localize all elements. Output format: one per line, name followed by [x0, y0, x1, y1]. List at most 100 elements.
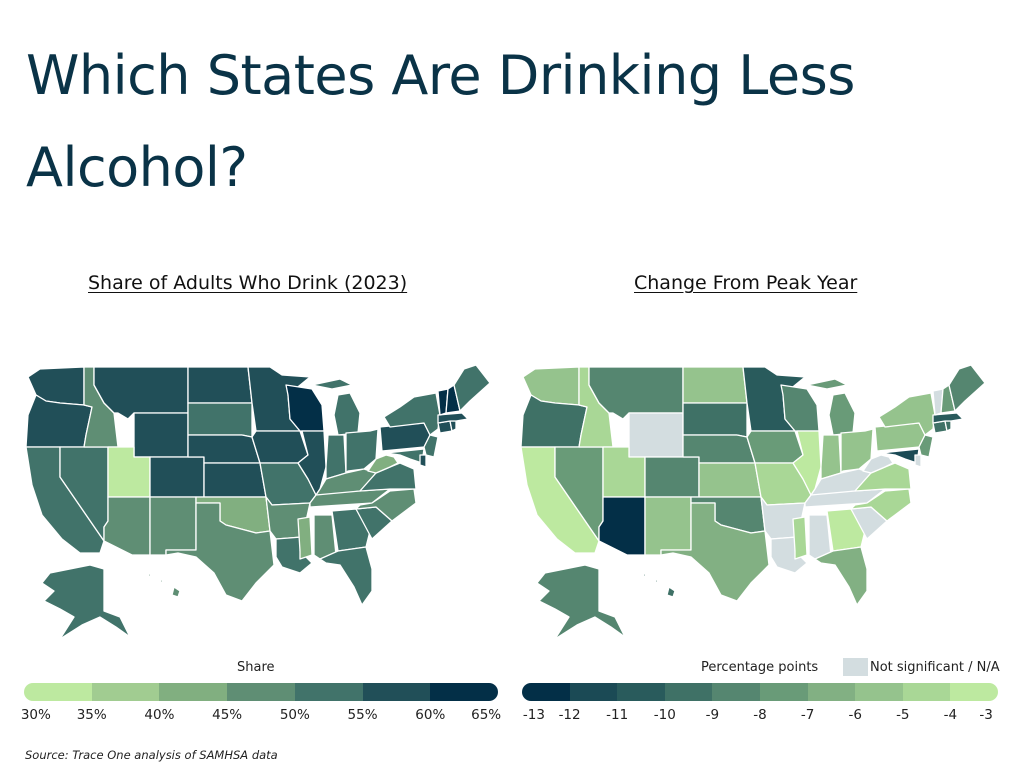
share-state-in	[325, 434, 347, 480]
change-legend-tick: -6	[848, 707, 862, 723]
share-legend-swatch	[159, 683, 228, 701]
share-state-tx	[165, 502, 275, 602]
change-legend-swatch	[522, 683, 570, 701]
share-legend-title: Share	[237, 660, 275, 675]
share-legend-swatch	[227, 683, 295, 701]
change-state-co	[644, 456, 700, 498]
change-legend-tick: -3	[979, 707, 993, 723]
not-significant-label: Not significant / N/A	[870, 660, 1000, 675]
share-state-de	[419, 454, 427, 468]
change-state-fl	[814, 546, 868, 606]
share-state-sd	[187, 402, 253, 438]
source-note: Source: Trace One analysis of SAMHSA dat…	[25, 748, 278, 762]
share-legend-swatch	[362, 683, 431, 701]
share-state-fl	[319, 546, 373, 606]
change-state-ks	[698, 462, 762, 498]
change-legend-swatch	[569, 683, 618, 701]
share-legend-ticks: 30% 35% 40% 45% 50% 55% 60% 65%	[20, 707, 502, 725]
share-legend-tick: 60%	[415, 707, 446, 723]
share-state-ks	[203, 462, 267, 498]
change-legend-tick: -11	[606, 707, 629, 723]
share-state-ak	[41, 564, 131, 640]
change-state-ma	[932, 412, 964, 424]
change-choropleth-map	[520, 364, 986, 640]
change-state-az	[598, 496, 646, 556]
share-legend-bar	[24, 683, 498, 701]
change-legend-tick: -5	[896, 707, 910, 723]
change-legend-swatch	[902, 683, 951, 701]
share-state-co	[149, 456, 205, 498]
change-legend-swatch	[617, 683, 665, 701]
share-state-al	[313, 514, 337, 560]
change-legend-swatch	[712, 683, 760, 701]
change-legend-tick: -7	[800, 707, 815, 723]
change-legend-swatch	[950, 683, 998, 701]
share-state-ia	[251, 430, 309, 464]
share-state-nj	[423, 434, 439, 458]
share-choropleth-map	[25, 364, 491, 640]
change-state-ga	[826, 508, 866, 552]
change-state-ak	[536, 564, 626, 640]
share-state-ga	[331, 508, 371, 552]
change-legend-swatch	[807, 683, 856, 701]
change-legend-tick: -13	[522, 707, 545, 723]
change-legend-swatch	[855, 683, 903, 701]
change-legend-bar	[522, 683, 998, 701]
share-legend-tick: 50%	[279, 707, 310, 723]
share-state-ma	[437, 412, 469, 424]
page-title-line-2: Alcohol?	[26, 136, 248, 199]
share-legend-tick: 30%	[20, 707, 51, 723]
change-legend-tick: -9	[705, 707, 720, 723]
change-legend-swatch	[664, 683, 713, 701]
change-state-nc	[850, 488, 912, 522]
share-state-nc	[355, 488, 417, 522]
change-legend-title: Percentage points	[701, 660, 819, 675]
change-state-nj	[918, 434, 934, 458]
share-state-me	[453, 364, 491, 412]
change-legend-tick: -12	[558, 707, 581, 723]
change-state-ia	[746, 430, 804, 464]
page-title: Which States Are Drinking Less Alcohol?	[26, 30, 1006, 214]
share-state-nd	[187, 366, 253, 404]
change-legend-tick: -8	[753, 707, 767, 723]
change-state-nm	[644, 496, 692, 556]
share-state-nm	[149, 496, 197, 556]
share-state-hi	[147, 572, 181, 598]
change-state-in	[820, 434, 842, 480]
right-map-title: Change From Peak Year	[634, 272, 858, 294]
change-legend-tick: -4	[943, 707, 958, 723]
change-legend-tick: -10	[653, 707, 676, 723]
share-state-md	[385, 448, 425, 464]
share-legend-swatch	[91, 683, 160, 701]
change-legend-ticks: -13 -12 -11 -10 -9 -8 -7 -6 -5 -4 -3	[522, 707, 998, 725]
share-state-az	[103, 496, 151, 556]
change-state-ms	[792, 516, 808, 560]
change-state-tx	[660, 502, 770, 602]
share-legend-swatch	[24, 683, 92, 701]
share-state-pa	[379, 422, 431, 452]
left-map-title: Share of Adults Who Drink (2023)	[88, 272, 408, 294]
change-legend-swatch	[759, 683, 808, 701]
share-legend-tick: 65%	[471, 707, 502, 723]
share-legend-swatch	[294, 683, 363, 701]
change-state-md	[880, 448, 920, 464]
not-significant-swatch	[843, 658, 868, 676]
share-state-wy	[133, 412, 189, 458]
change-state-de	[914, 454, 922, 468]
share-state-ms	[297, 516, 313, 560]
change-state-me	[948, 364, 986, 412]
change-state-pa	[874, 422, 926, 452]
share-legend-tick: 40%	[144, 707, 175, 723]
change-state-al	[808, 514, 832, 560]
share-state-wv	[367, 454, 399, 474]
share-legend-swatch	[430, 683, 498, 701]
share-legend-tick: 35%	[76, 707, 107, 723]
share-legend-tick: 45%	[212, 707, 243, 723]
change-state-wv	[862, 454, 894, 474]
change-state-hi	[642, 572, 676, 598]
change-state-nd	[682, 366, 748, 404]
change-state-wy	[628, 412, 684, 458]
share-legend-tick: 55%	[347, 707, 378, 723]
page-title-line-1: Which States Are Drinking Less	[26, 44, 855, 107]
change-state-sd	[682, 402, 748, 438]
